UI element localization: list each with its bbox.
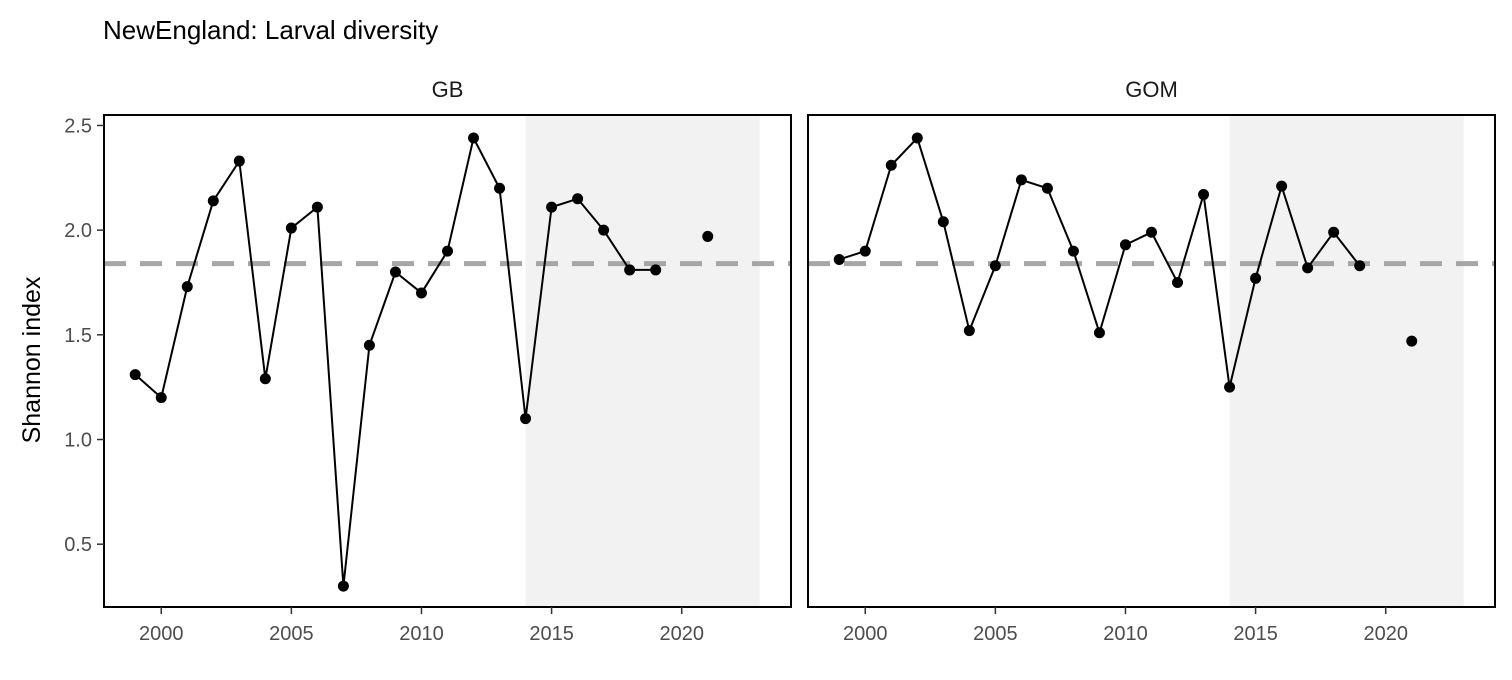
data-point	[494, 182, 506, 194]
data-point	[1224, 381, 1236, 393]
chart-title: NewEngland: Larval diversity	[103, 15, 438, 45]
data-point	[624, 264, 636, 276]
data-point	[1172, 276, 1184, 288]
data-point	[233, 155, 245, 167]
panel-gb: GB 2000 2005 2010 2015 2020 0.5 1.0 1.5 2.0 2.5	[64, 77, 792, 645]
data-point	[155, 392, 167, 404]
data-point	[1250, 272, 1262, 284]
x-tick-label: 2000	[139, 623, 184, 645]
data-point	[546, 201, 558, 213]
data-point	[311, 201, 323, 213]
data-point	[207, 195, 219, 207]
y-tick-label: 1.5	[64, 325, 92, 347]
data-point	[989, 260, 1001, 272]
data-point	[337, 580, 349, 592]
data-point	[442, 245, 453, 257]
data-point	[389, 266, 401, 278]
data-point	[1119, 239, 1131, 251]
data-point	[650, 264, 662, 276]
data-point	[1406, 335, 1418, 347]
x-tick-label: 2005	[973, 623, 1018, 645]
data-point	[598, 224, 610, 236]
highlight-band	[525, 115, 760, 607]
data-point	[129, 369, 141, 381]
data-point	[181, 281, 193, 293]
data-point	[833, 253, 845, 265]
data-point	[259, 373, 271, 385]
data-point	[937, 216, 949, 228]
data-point	[1198, 189, 1210, 201]
y-tick-label: 2.0	[64, 220, 92, 242]
data-point	[1067, 245, 1079, 257]
highlight-band	[1229, 115, 1464, 607]
x-tick-label: 2015	[529, 623, 574, 645]
data-point	[911, 132, 923, 144]
data-point	[468, 132, 480, 144]
x-tick-label: 2010	[399, 623, 444, 645]
data-point	[1041, 182, 1053, 194]
data-point	[572, 193, 584, 205]
y-axis-label: Shannon index	[18, 276, 46, 443]
x-tick-label: 2000	[843, 623, 888, 645]
data-point	[1015, 174, 1027, 186]
data-point	[285, 222, 297, 234]
data-point	[1276, 180, 1288, 192]
data-point	[363, 339, 375, 351]
panel-frame	[807, 114, 1496, 608]
data-point	[963, 325, 975, 337]
data-point	[702, 230, 714, 242]
panels: GB 2000 2005 2010 2015 2020 0.5 1.0 1.5 2.0 2.5 GOM…	[64, 77, 1496, 645]
data-point	[1146, 226, 1157, 238]
data-point	[1093, 327, 1105, 339]
data-point	[885, 159, 897, 171]
x-tick-label: 2005	[269, 623, 314, 645]
panel-strip-label: GB	[432, 77, 464, 102]
data-point	[1302, 262, 1314, 274]
panel-gom: GOM 2000 2005 2010 2015 2020	[807, 77, 1496, 645]
y-tick-label: 1.0	[64, 430, 92, 452]
data-point	[1354, 260, 1366, 272]
x-tick-label: 2010	[1103, 623, 1148, 645]
y-tick-label: 0.5	[64, 534, 92, 556]
x-tick-label: 2020	[1363, 623, 1408, 645]
data-point	[415, 287, 427, 299]
x-tick-label: 2020	[659, 623, 704, 645]
data-point	[859, 245, 871, 257]
panel-frame	[103, 114, 792, 608]
data-point	[1328, 226, 1340, 238]
data-point	[520, 413, 532, 425]
panel-strip-label: GOM	[1125, 77, 1178, 102]
y-tick-label: 2.5	[64, 115, 92, 137]
x-tick-label: 2015	[1233, 623, 1278, 645]
